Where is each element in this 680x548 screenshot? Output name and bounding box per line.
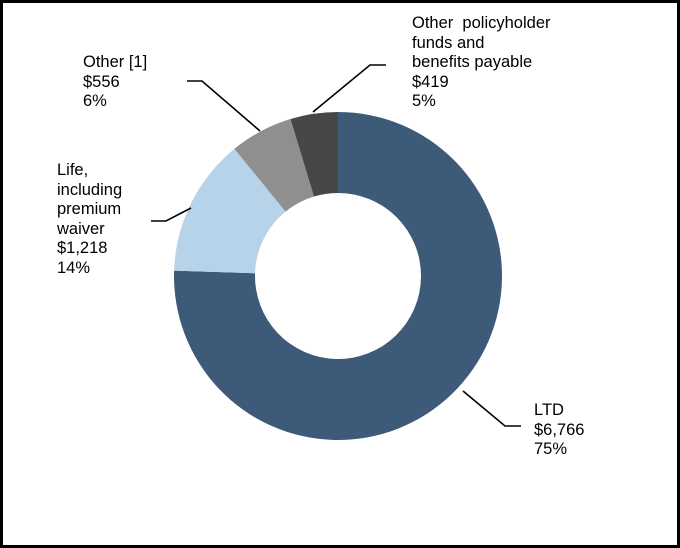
slice-life bbox=[174, 148, 286, 274]
label-ltd-percent: 75% bbox=[534, 440, 568, 458]
leader-ltd bbox=[462, 390, 521, 427]
label-life-name-4: waiver bbox=[57, 219, 105, 238]
label-policyholder-name-2: funds and bbox=[412, 33, 485, 52]
label-policyholder-percent: 5% bbox=[412, 92, 436, 110]
label-other-name: Other [1] bbox=[83, 53, 148, 71]
label-life-name-3: premium bbox=[57, 200, 122, 218]
label-life: Life, including premium waiver $1,218 14… bbox=[57, 161, 122, 278]
label-ltd-name: LTD bbox=[534, 401, 564, 419]
leader-life bbox=[151, 207, 192, 222]
label-ltd: LTD $6,766 75% bbox=[534, 401, 584, 460]
slice-other bbox=[234, 119, 314, 212]
label-policyholder-value: $419 bbox=[412, 72, 449, 91]
label-life-name-1: Life, bbox=[57, 161, 89, 179]
label-other-value: $556 bbox=[83, 72, 120, 91]
donut-chart bbox=[151, 64, 521, 440]
label-policyholder-name-3: benefits payable bbox=[412, 53, 533, 71]
label-life-value: $1,218 bbox=[57, 239, 108, 257]
slice-policyholder bbox=[290, 112, 338, 197]
label-policyholder-name-1: Other policyholder bbox=[412, 14, 551, 32]
leader-other bbox=[187, 80, 261, 132]
slice-ltd bbox=[173, 112, 502, 440]
label-other-percent: 6% bbox=[83, 92, 107, 110]
label-ltd-value: $6,766 bbox=[534, 420, 585, 439]
label-policyholder: Other policyholder funds and benefits pa… bbox=[412, 14, 551, 112]
label-life-name-2: including bbox=[57, 180, 123, 199]
label-life-percent: 14% bbox=[57, 258, 91, 277]
leader-policyholder bbox=[312, 64, 386, 113]
label-other: Other [1] $556 6% bbox=[83, 53, 147, 112]
